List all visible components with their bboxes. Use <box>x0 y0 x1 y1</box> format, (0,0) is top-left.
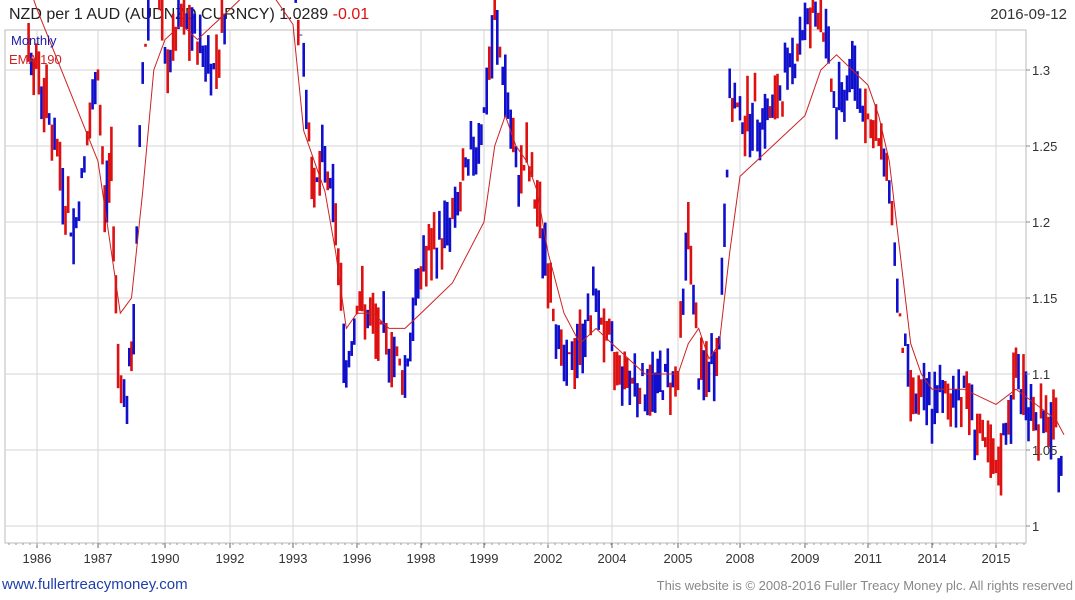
chart-date: 2016-09-12 <box>990 6 1067 23</box>
y-tick-label: 1.35 <box>1032 0 1057 2</box>
x-tick-label: 2008 <box>726 551 755 566</box>
site-link[interactable]: www.fullertreacymoney.com <box>2 576 188 593</box>
y-tick-label: 1.2 <box>1032 215 1050 230</box>
x-tick-label: 1998 <box>407 551 436 566</box>
x-tick-label: 2002 <box>534 551 563 566</box>
x-tick-label: 2005 <box>664 551 693 566</box>
x-tick-label: 1992 <box>216 551 245 566</box>
price-bars <box>27 0 1063 496</box>
title-text: NZD per 1 AUD (AUDNZD CURNCY) 1.0289 <box>9 6 329 23</box>
ema-line <box>33 0 1065 436</box>
x-tick-label: 2014 <box>918 551 947 566</box>
y-tick-label: 1.15 <box>1032 291 1057 306</box>
copyright-text: This website is © 2008-2016 Fuller Treac… <box>656 578 1073 593</box>
y-tick-label: 1.25 <box>1032 139 1057 154</box>
y-axis: 11.051.11.151.21.251.31.351.41.451.51.55… <box>1026 0 1057 534</box>
x-tick-label: 2004 <box>598 551 627 566</box>
x-tick-label: 2011 <box>854 551 882 566</box>
chart-title: NZD per 1 AUD (AUDNZD CURNCY) 1.0289 -0.… <box>9 6 369 24</box>
y-tick-label: 1.3 <box>1032 63 1050 78</box>
x-tick-label: 1993 <box>279 551 308 566</box>
legend-monthly: Monthly <box>11 33 57 48</box>
x-tick-label: 1986 <box>23 551 52 566</box>
change-value: -0.01 <box>332 6 370 23</box>
plot-area <box>4 29 1027 544</box>
x-tick-label: 2015 <box>982 551 1011 566</box>
y-tick-label: 1.05 <box>1032 443 1057 458</box>
x-axis: 1986 1987 1990 1992 1993 1996 1998 1999 2002 2004… <box>8 543 1025 566</box>
x-tick-label: 1999 <box>470 551 499 566</box>
grid <box>5 30 1026 543</box>
x-tick-label: 1987 <box>84 551 113 566</box>
x-tick-label: 1990 <box>151 551 180 566</box>
y-tick-label: 1.1 <box>1032 367 1050 382</box>
legend-ema: EMA 190 <box>9 52 62 67</box>
x-tick-label: 1996 <box>343 551 372 566</box>
x-tick-label: 2009 <box>791 551 820 566</box>
y-tick-label: 1 <box>1032 519 1039 534</box>
